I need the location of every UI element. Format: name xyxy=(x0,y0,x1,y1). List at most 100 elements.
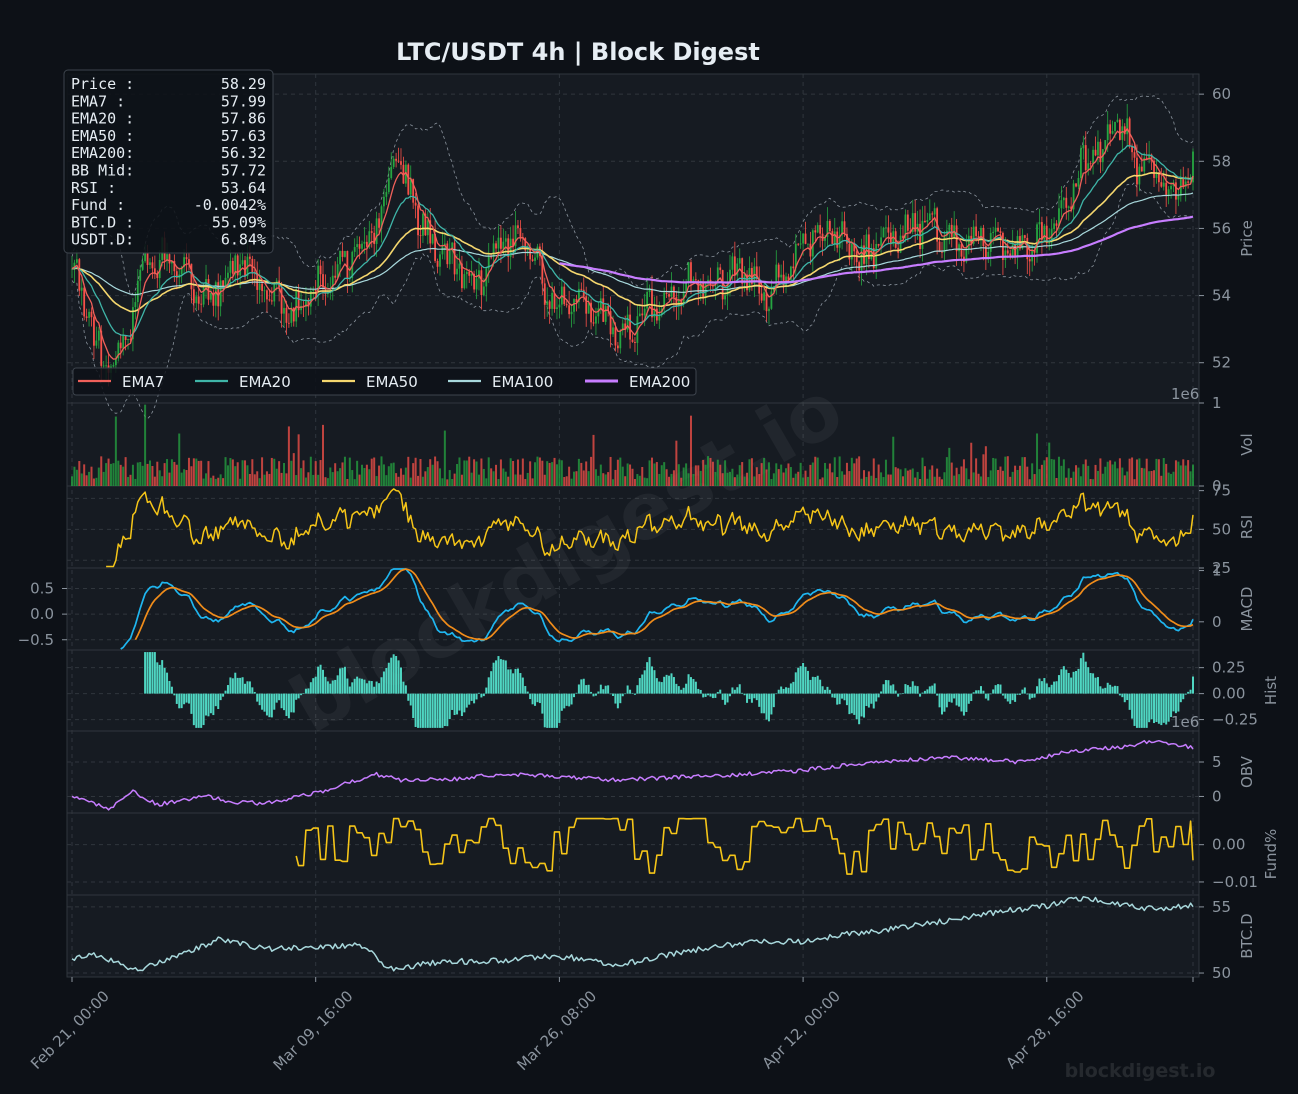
volume-bar xyxy=(577,458,580,486)
volume-bar xyxy=(933,476,936,486)
volume-bar xyxy=(646,478,649,486)
volume-bar xyxy=(1121,467,1124,486)
volume-bar xyxy=(863,470,866,486)
volume-bar xyxy=(283,463,286,486)
volume-bar xyxy=(309,456,312,486)
volume-bar xyxy=(602,473,605,486)
candle-body xyxy=(195,296,198,304)
hist-bar xyxy=(1094,677,1097,694)
hist-bar xyxy=(1055,681,1058,694)
candle-body xyxy=(90,311,93,318)
y-axis-label: Fund% xyxy=(1262,829,1280,880)
hist-bar xyxy=(911,681,914,694)
volume-bar xyxy=(516,459,519,486)
candle-body xyxy=(687,262,690,283)
candle-body xyxy=(309,290,312,307)
volume-bar xyxy=(848,471,851,486)
hist-bar xyxy=(682,687,685,694)
hist-bar xyxy=(224,690,227,694)
hist-bar xyxy=(326,681,329,694)
candle-body xyxy=(1092,149,1094,164)
hist-bar xyxy=(809,679,812,694)
candle-body xyxy=(256,272,259,290)
hist-bar xyxy=(677,686,680,694)
volume-bar xyxy=(97,467,100,486)
candle-body xyxy=(1140,166,1143,172)
volume-bar xyxy=(175,464,178,486)
volume-bar xyxy=(170,459,173,486)
hist-bar xyxy=(714,693,717,698)
hist-bar xyxy=(187,693,190,704)
candle-body xyxy=(948,224,951,231)
volume-bar xyxy=(144,404,147,486)
candle-body xyxy=(392,158,395,167)
volume-bar xyxy=(363,468,366,486)
candle-body xyxy=(514,225,517,247)
candle-body xyxy=(102,365,105,367)
volume-bar xyxy=(704,464,707,486)
volume-bar xyxy=(775,463,778,486)
volume-bar xyxy=(314,461,317,486)
hist-bar xyxy=(836,693,839,705)
y-axis-label: Vol xyxy=(1238,433,1256,455)
hist-bar xyxy=(636,685,639,694)
hist-bar xyxy=(1160,693,1163,726)
volume-bar xyxy=(261,457,264,486)
volume-bar xyxy=(984,446,987,486)
candle-body xyxy=(899,235,902,253)
volume-bar xyxy=(1116,468,1119,486)
hist-bar xyxy=(631,692,634,694)
hist-bar xyxy=(234,672,237,694)
volume-bar xyxy=(794,473,797,486)
candle-body xyxy=(950,224,953,237)
candle-body xyxy=(763,292,765,301)
candle-body xyxy=(760,293,763,301)
candle-body xyxy=(71,268,73,270)
hist-bar xyxy=(1077,668,1080,694)
volume-bar xyxy=(107,458,110,486)
hist-bar xyxy=(992,689,995,694)
volume-bar xyxy=(999,466,1002,486)
candle-body xyxy=(339,250,341,265)
candle-body xyxy=(719,267,722,271)
candle-body xyxy=(575,298,578,303)
hist-bar xyxy=(1050,684,1053,694)
volume-bar xyxy=(685,463,688,486)
hist-bar xyxy=(1114,685,1117,694)
hist-bar xyxy=(312,678,315,694)
candle-body xyxy=(1123,126,1126,135)
volume-bar xyxy=(612,479,615,486)
volume-bar xyxy=(1092,479,1095,486)
candle-body xyxy=(882,227,885,238)
hist-bar xyxy=(711,693,714,699)
candle-body xyxy=(422,213,424,236)
candle-body xyxy=(112,365,115,367)
hist-bar xyxy=(497,656,500,694)
candle-body xyxy=(266,290,268,300)
volume-bar xyxy=(1006,456,1009,486)
candle-body xyxy=(1070,206,1073,210)
volume-bar xyxy=(287,426,290,486)
volume-bar xyxy=(1082,464,1085,486)
candle-body xyxy=(134,302,137,308)
candle-body xyxy=(655,308,658,321)
candle-body xyxy=(938,241,941,252)
hist-bar xyxy=(731,687,734,694)
candle-body xyxy=(536,246,539,258)
candle-body xyxy=(1155,172,1158,178)
hist-bar xyxy=(292,693,295,713)
volume-bar xyxy=(258,478,261,486)
hist-bar xyxy=(624,693,627,695)
volume-bar xyxy=(231,459,234,486)
volume-bar xyxy=(860,478,863,486)
volume-bar xyxy=(307,472,310,486)
bb-lower-line xyxy=(71,182,1194,420)
volume-bar xyxy=(521,458,524,486)
candle-body xyxy=(616,345,619,349)
hist-bar xyxy=(331,680,334,694)
hist-bar xyxy=(719,689,722,694)
candle-body xyxy=(614,327,617,346)
legend-label: EMA100 xyxy=(492,373,553,391)
candle-body xyxy=(132,307,134,340)
